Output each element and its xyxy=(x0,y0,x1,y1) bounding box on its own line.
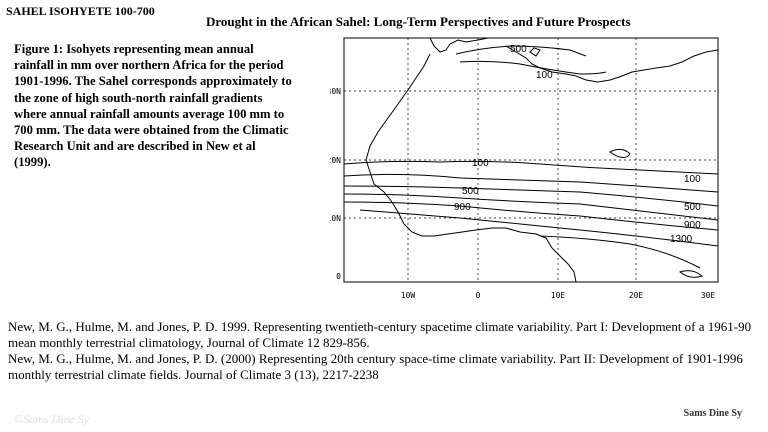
references: New, M. G., Hulme, M. and Jones, P. D. 1… xyxy=(8,319,753,383)
isohyet-100-north xyxy=(459,60,607,75)
contour-label: 500 xyxy=(462,186,479,197)
lon-label: 10W xyxy=(401,291,416,300)
isohyet-1300 xyxy=(539,235,701,269)
isohyet-map: 500 100 100 100 500 500 900 900 1300 30N… xyxy=(330,37,719,300)
lon-label: 10E xyxy=(551,291,566,300)
isohyet-300 xyxy=(343,173,719,193)
lat-label: 10N xyxy=(330,214,341,223)
isohyet-1100 xyxy=(359,209,719,247)
figure-caption: Figure 1: Isohyets representing mean ann… xyxy=(14,42,292,170)
lat-label: 20N xyxy=(330,156,341,165)
lat-label: 0 xyxy=(336,272,341,281)
reference-item: New, M. G., Hulme, M. and Jones, P. D. (… xyxy=(8,351,743,382)
watermark: ©Sams Dine Sy xyxy=(14,412,90,426)
lon-label: 30E xyxy=(701,291,716,300)
isohyet-700 xyxy=(343,193,719,221)
contour-label: 100 xyxy=(472,158,489,169)
isohyet-500-north xyxy=(455,45,587,57)
lat-label: 30N xyxy=(330,87,341,96)
contour-label: 900 xyxy=(684,220,701,231)
isohyet-900 xyxy=(343,201,719,231)
contour-label: 500 xyxy=(510,44,527,55)
coastline xyxy=(365,37,719,283)
lon-label: 0 xyxy=(476,291,481,300)
isohyet-500 xyxy=(343,185,719,207)
contour-label: 100 xyxy=(684,174,701,185)
author-signature: Sams Dine Sy xyxy=(683,408,742,419)
longitude-labels: 10W 0 10E 20E 30E xyxy=(401,291,716,300)
contour-labels: 500 100 100 100 500 500 900 900 1300 xyxy=(454,44,701,245)
graticule xyxy=(344,38,718,282)
isohyet-100 xyxy=(343,160,719,175)
slide-title: SAHEL ISOHYETE 100-700 xyxy=(6,4,155,18)
contour-label: 100 xyxy=(536,70,553,81)
contour-label: 1300 xyxy=(670,234,693,245)
contour-label: 500 xyxy=(684,202,701,213)
latitude-labels: 30N 20N 10N 0 xyxy=(330,87,341,281)
lon-label: 20E xyxy=(629,291,644,300)
reference-item: New, M. G., Hulme, M. and Jones, P. D. 1… xyxy=(8,319,752,350)
contour-label: 900 xyxy=(454,202,471,213)
header-title: Drought in the African Sahel: Long-Term … xyxy=(206,14,631,29)
isohyets xyxy=(343,45,719,269)
